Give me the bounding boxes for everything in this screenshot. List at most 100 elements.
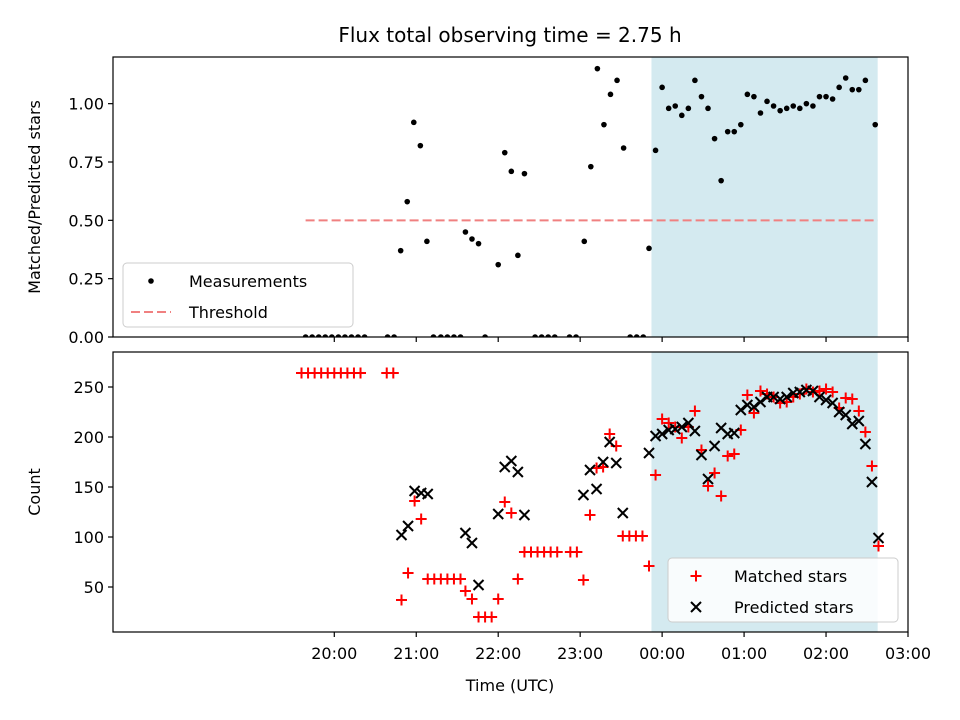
y-tick-label: 1.00 <box>68 95 104 114</box>
data-point <box>438 334 444 337</box>
data-point <box>361 334 368 337</box>
data-point <box>767 391 780 403</box>
data-point <box>754 396 767 408</box>
data-point <box>415 513 427 525</box>
data-point <box>689 425 701 437</box>
data-point <box>702 473 714 485</box>
data-point <box>672 103 679 109</box>
data-point <box>846 393 858 405</box>
data-point <box>444 334 451 337</box>
data-point <box>810 103 816 109</box>
bottom-panel: 50 100 150 200 250 20:00 21:00 22:00 23:00 00:00 0… <box>25 351 931 663</box>
data-point <box>402 520 414 532</box>
data-point <box>678 112 685 119</box>
y-tick-label: 200 <box>73 428 104 447</box>
data-point <box>459 585 471 597</box>
data-point <box>597 456 609 468</box>
data-point <box>682 417 695 429</box>
x-tick-label: 20:00 <box>311 644 357 663</box>
y-tick-label: 250 <box>73 378 104 397</box>
data-point <box>355 334 361 337</box>
data-point <box>395 594 407 606</box>
data-point <box>853 415 865 427</box>
data-point <box>849 86 856 93</box>
data-point <box>856 86 862 93</box>
data-point <box>652 147 659 154</box>
data-point <box>397 247 404 254</box>
x-tick-label: 01:00 <box>721 644 767 663</box>
data-point <box>475 240 482 247</box>
data-point <box>424 238 430 245</box>
y-tick-label: 0.75 <box>68 153 104 172</box>
data-point <box>708 440 721 452</box>
data-point <box>711 135 718 142</box>
data-point <box>512 573 524 585</box>
data-point <box>643 560 655 572</box>
legend-label: Predicted stars <box>734 598 854 617</box>
data-point <box>577 574 589 586</box>
data-point <box>466 537 478 549</box>
data-point <box>722 450 734 462</box>
data-point <box>486 611 498 623</box>
data-point <box>872 540 884 552</box>
data-point <box>816 93 823 100</box>
data-point <box>515 252 521 259</box>
x-tick-label: 00:00 <box>639 644 685 663</box>
chart-title: Flux total observing time = 2.75 h <box>338 23 681 47</box>
data-point <box>395 529 408 541</box>
data-point <box>402 567 414 579</box>
data-point <box>859 426 871 438</box>
axes-frame <box>112 351 909 633</box>
data-point <box>590 483 603 495</box>
data-point <box>391 334 397 337</box>
data-point <box>853 405 865 417</box>
data-point <box>636 530 648 542</box>
data-point <box>302 334 309 337</box>
data-point <box>866 476 878 488</box>
data-point <box>518 509 531 521</box>
data-point <box>751 93 757 100</box>
legend: Measurements Threshold <box>122 262 354 328</box>
data-point <box>342 334 348 337</box>
data-point <box>594 65 601 72</box>
data-point <box>826 397 839 409</box>
data-point <box>538 334 545 337</box>
data-point <box>650 469 662 481</box>
data-point <box>472 579 485 591</box>
data-point <box>614 77 620 84</box>
data-point <box>551 334 558 337</box>
data-point <box>872 532 885 544</box>
data-point <box>492 593 504 605</box>
data-point <box>840 409 852 421</box>
data-point <box>457 334 464 337</box>
x-tick-label: 22:00 <box>475 644 521 663</box>
data-point <box>794 386 806 398</box>
data-point <box>607 91 614 98</box>
data-point <box>744 91 751 98</box>
data-point <box>872 121 879 128</box>
y-tick-label: 150 <box>73 478 104 497</box>
data-point <box>409 495 421 507</box>
data-point <box>545 334 552 337</box>
data-point <box>584 509 596 521</box>
data-point <box>813 385 825 397</box>
data-point <box>417 142 424 149</box>
data-point <box>610 457 622 469</box>
data-point <box>656 413 668 425</box>
data-point <box>859 438 872 450</box>
data-point <box>633 334 640 337</box>
observing-window-shade <box>651 57 878 337</box>
top-panel: 0.00 0.25 0.50 0.75 1.00 Matched/Predicted st… <box>25 56 909 347</box>
data-point <box>698 93 705 100</box>
data-point <box>646 245 652 252</box>
data-point <box>387 367 399 379</box>
data-point <box>715 490 727 502</box>
data-point <box>820 394 832 406</box>
data-point <box>459 527 472 539</box>
y-axis-label: Matched/Predicted stars <box>25 100 44 294</box>
data-point <box>521 170 528 177</box>
x-axis-label: Time (UTC) <box>465 676 554 695</box>
x-tick-label: 02:00 <box>803 644 849 663</box>
data-point <box>466 593 478 605</box>
